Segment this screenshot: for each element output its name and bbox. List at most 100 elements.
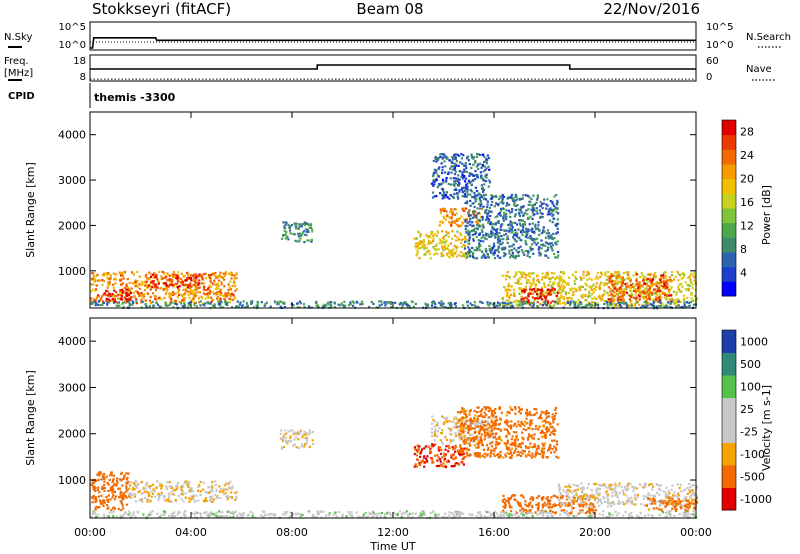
data-cell	[540, 416, 543, 419]
data-cell	[502, 214, 506, 217]
data-cell	[632, 296, 635, 299]
data-cell	[302, 433, 305, 436]
data-cell	[153, 272, 156, 275]
data-cell	[537, 444, 540, 447]
data-cell	[508, 296, 511, 299]
data-cell	[508, 504, 511, 507]
data-cell	[92, 497, 95, 500]
data-cell	[469, 433, 472, 436]
data-cell	[540, 231, 543, 235]
data-cell	[591, 507, 594, 511]
data-cell	[620, 281, 623, 285]
data-cell	[689, 272, 693, 275]
data-cell	[458, 452, 461, 456]
data-cell	[596, 271, 599, 275]
data-cell	[98, 506, 101, 509]
data-cell	[522, 438, 525, 441]
data-cell	[498, 243, 501, 246]
data-cell	[528, 450, 531, 453]
data-cell	[209, 302, 212, 305]
data-cell	[349, 301, 352, 304]
data-cell	[490, 432, 493, 435]
data-cell	[301, 233, 304, 236]
data-cell	[627, 285, 630, 288]
data-cell	[515, 436, 518, 439]
data-cell	[648, 279, 652, 282]
data-cell	[307, 305, 310, 308]
data-cell	[668, 276, 671, 279]
data-cell	[489, 232, 492, 235]
data-cell	[509, 222, 512, 225]
data-cell	[490, 249, 494, 252]
data-cell	[523, 253, 526, 256]
data-cell	[692, 303, 696, 306]
data-cell	[619, 291, 622, 294]
data-cell	[475, 418, 478, 421]
data-cell	[460, 410, 463, 413]
data-cell	[470, 180, 473, 183]
data-cell	[109, 474, 112, 477]
data-cell	[486, 215, 489, 218]
data-cell	[328, 303, 331, 306]
data-cell	[506, 203, 509, 206]
data-cell	[526, 414, 529, 417]
data-cell	[150, 273, 153, 276]
data-cell	[617, 304, 620, 307]
data-cell	[468, 454, 471, 457]
data-cell	[235, 495, 238, 498]
data-cell	[481, 421, 484, 424]
data-cell	[530, 197, 533, 200]
data-cell	[496, 215, 499, 218]
data-cell	[468, 220, 471, 223]
data-cell	[533, 443, 536, 446]
data-cell	[624, 301, 627, 304]
data-cell	[235, 276, 238, 280]
data-cell	[148, 299, 152, 302]
data-cell	[443, 156, 446, 159]
data-cell	[527, 299, 530, 302]
data-cell	[198, 483, 201, 487]
data-cell	[613, 287, 616, 290]
data-cell	[473, 205, 476, 209]
data-cell	[472, 256, 475, 259]
data-cell	[153, 489, 156, 493]
data-cell	[276, 303, 279, 306]
data-cell	[480, 184, 483, 187]
data-cell	[598, 294, 601, 297]
data-cell	[476, 417, 479, 420]
data-cell	[441, 197, 444, 200]
data-cell	[315, 304, 318, 307]
data-cell	[155, 486, 158, 489]
data-cell	[198, 301, 201, 304]
data-cell	[151, 280, 154, 283]
data-cell	[488, 410, 491, 413]
data-cell	[438, 183, 441, 186]
data-cell	[519, 215, 522, 218]
data-cell	[494, 424, 497, 427]
data-cell	[197, 297, 201, 300]
data-cell	[465, 452, 468, 455]
data-cell	[192, 279, 195, 282]
data-cell	[585, 299, 588, 302]
data-cell	[180, 486, 183, 489]
data-cell	[194, 301, 197, 304]
data-cell	[471, 427, 474, 430]
data-cell	[498, 436, 501, 439]
data-cell	[522, 194, 525, 197]
data-cell	[485, 216, 489, 219]
data-cell	[560, 497, 563, 500]
data-cell	[528, 281, 531, 284]
data-cell	[130, 496, 133, 499]
data-cell	[543, 300, 546, 304]
colorbar-segment	[722, 281, 736, 297]
data-cell	[438, 224, 441, 227]
data-cell	[520, 271, 523, 274]
data-cell	[449, 167, 452, 170]
data-cell	[536, 295, 539, 298]
data-cell	[485, 413, 488, 416]
data-cell	[277, 302, 280, 305]
data-cell	[199, 490, 202, 493]
data-cell	[430, 304, 433, 307]
data-cell	[510, 223, 513, 226]
data-cell	[494, 432, 498, 436]
